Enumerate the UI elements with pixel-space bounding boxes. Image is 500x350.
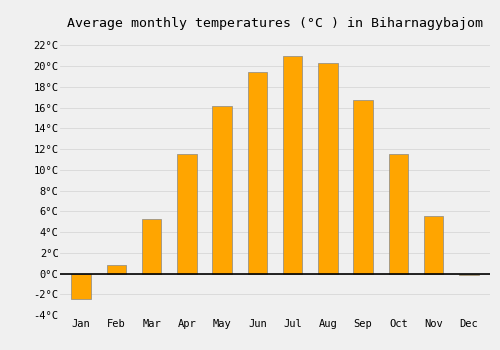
- Bar: [424, 217, 444, 273]
- Bar: [177, 154, 197, 273]
- Bar: [283, 56, 302, 273]
- Bar: [212, 105, 232, 273]
- Bar: [106, 265, 126, 273]
- Bar: [459, 273, 478, 274]
- Title: Average monthly temperatures (°C ) in Biharnagybajom: Average monthly temperatures (°C ) in Bi…: [67, 17, 483, 30]
- Bar: [72, 273, 91, 300]
- Bar: [248, 72, 267, 273]
- Bar: [318, 63, 338, 273]
- Bar: [388, 154, 408, 273]
- Bar: [354, 100, 373, 273]
- Bar: [142, 218, 162, 273]
